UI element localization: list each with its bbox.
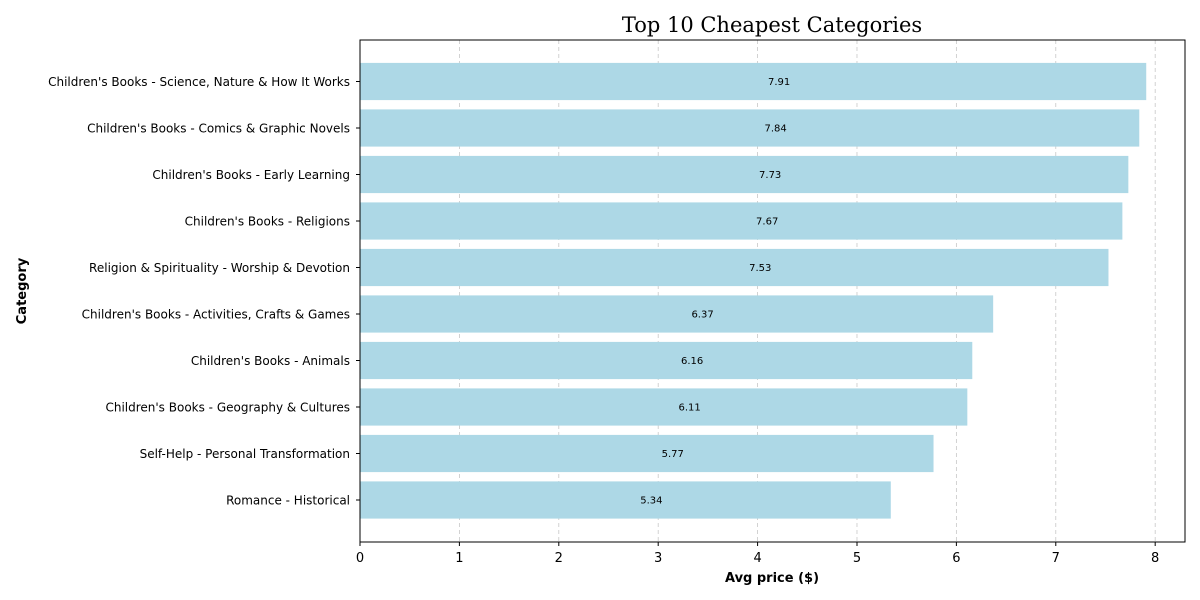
bar-value-label: 5.77	[662, 449, 684, 460]
bar-value-label: 5.34	[640, 496, 662, 507]
x-tick-label: 0	[356, 551, 364, 566]
bar-value-label: 7.73	[759, 170, 781, 181]
plot-area-frame	[359, 39, 1186, 543]
bar-value-label: 7.91	[768, 77, 790, 88]
bars	[360, 62, 1147, 519]
bar	[360, 481, 891, 519]
x-tick-label: 6	[952, 551, 960, 566]
bar-value-label: 7.67	[756, 217, 778, 228]
bar	[360, 341, 973, 380]
x-tick-label: 7	[1052, 551, 1060, 566]
bar	[360, 155, 1129, 194]
y-tick-label: Self-Help - Personal Transformation	[140, 447, 350, 461]
bar	[360, 109, 1140, 147]
y-tick-label: Children's Books - Comics & Graphic Nove…	[87, 122, 350, 136]
x-axis-ticks: 0 1 2 3 4 5 6 7 8	[356, 542, 1159, 566]
x-tick-label: 5	[853, 551, 861, 566]
x-tick-label: 3	[654, 551, 662, 566]
bar	[360, 202, 1123, 240]
y-axis-ticks: Children's Books - Science, Nature & How…	[48, 75, 360, 508]
y-tick-label: Children's Books - Religions	[185, 215, 350, 229]
y-tick-label: Children's Books - Science, Nature & How…	[48, 75, 350, 89]
y-tick-label: Romance - Historical	[226, 494, 350, 508]
bar-value-label: 7.53	[749, 263, 771, 274]
y-tick-label: Children's Books - Animals	[191, 354, 350, 368]
x-tick-label: 1	[455, 551, 463, 566]
x-tick-label: 4	[753, 551, 761, 566]
data-labels: 7.91 7.84 7.73 7.67 7.53 6.37 6.16 6.11 5.77 5.34	[640, 77, 790, 507]
y-tick-label: Children's Books - Activities, Crafts & …	[82, 308, 350, 322]
bar	[360, 434, 934, 473]
bar-value-label: 6.16	[681, 356, 703, 367]
bar	[360, 295, 994, 333]
y-tick-label: Religion & Spirituality - Worship & Devo…	[89, 261, 350, 275]
y-tick-label: Children's Books - Geography & Cultures	[105, 401, 350, 415]
bar-value-label: 6.11	[679, 403, 701, 414]
bar	[360, 388, 968, 426]
y-axis-label: Category	[15, 257, 30, 324]
bar-value-label: 7.84	[765, 124, 787, 135]
bar-value-label: 6.37	[691, 310, 713, 321]
chart-title: Top 10 Cheapest Categories	[622, 13, 922, 37]
bar	[360, 248, 1109, 287]
y-tick-label: Children's Books - Early Learning	[152, 168, 350, 182]
bar	[360, 62, 1147, 101]
x-tick-label: 2	[555, 551, 563, 566]
x-tick-label: 8	[1151, 551, 1159, 566]
x-axis-label: Avg price ($)	[725, 571, 819, 586]
